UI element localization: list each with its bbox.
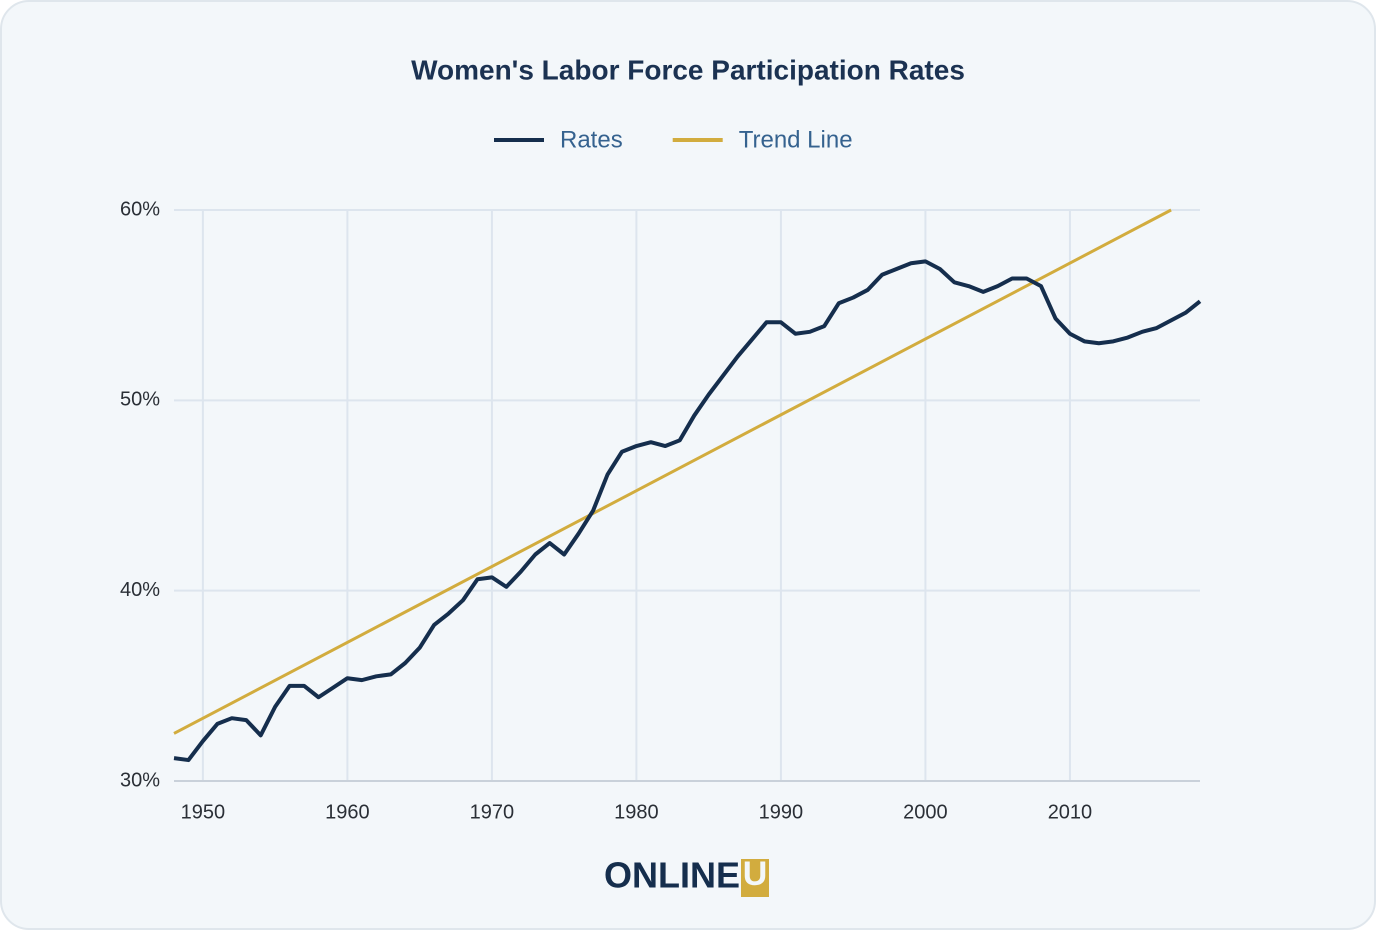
x-tick-label: 1990 — [759, 801, 804, 823]
logo-text: ONLINE — [604, 855, 740, 896]
legend-label: Rates — [560, 126, 623, 153]
y-tick-label: 30% — [120, 769, 160, 791]
logo-badge-text: U — [743, 855, 768, 893]
y-tick-label: 50% — [120, 389, 160, 411]
series-line — [173, 208, 1172, 735]
series-line — [173, 259, 1202, 763]
x-tick-label: 2010 — [1048, 801, 1093, 823]
y-tick-label: 60% — [120, 198, 160, 220]
legend-label: Trend Line — [739, 126, 853, 153]
x-tick-label: 1970 — [470, 801, 515, 823]
x-tick-label: 1950 — [181, 801, 226, 823]
y-tick-label: 40% — [120, 579, 160, 601]
logo-badge — [741, 859, 769, 897]
x-tick-label: 1960 — [325, 801, 370, 823]
x-tick-label: 1980 — [614, 801, 659, 823]
x-tick-label: 2000 — [903, 801, 948, 823]
chart-title: Women's Labor Force Participation Rates — [411, 54, 965, 85]
